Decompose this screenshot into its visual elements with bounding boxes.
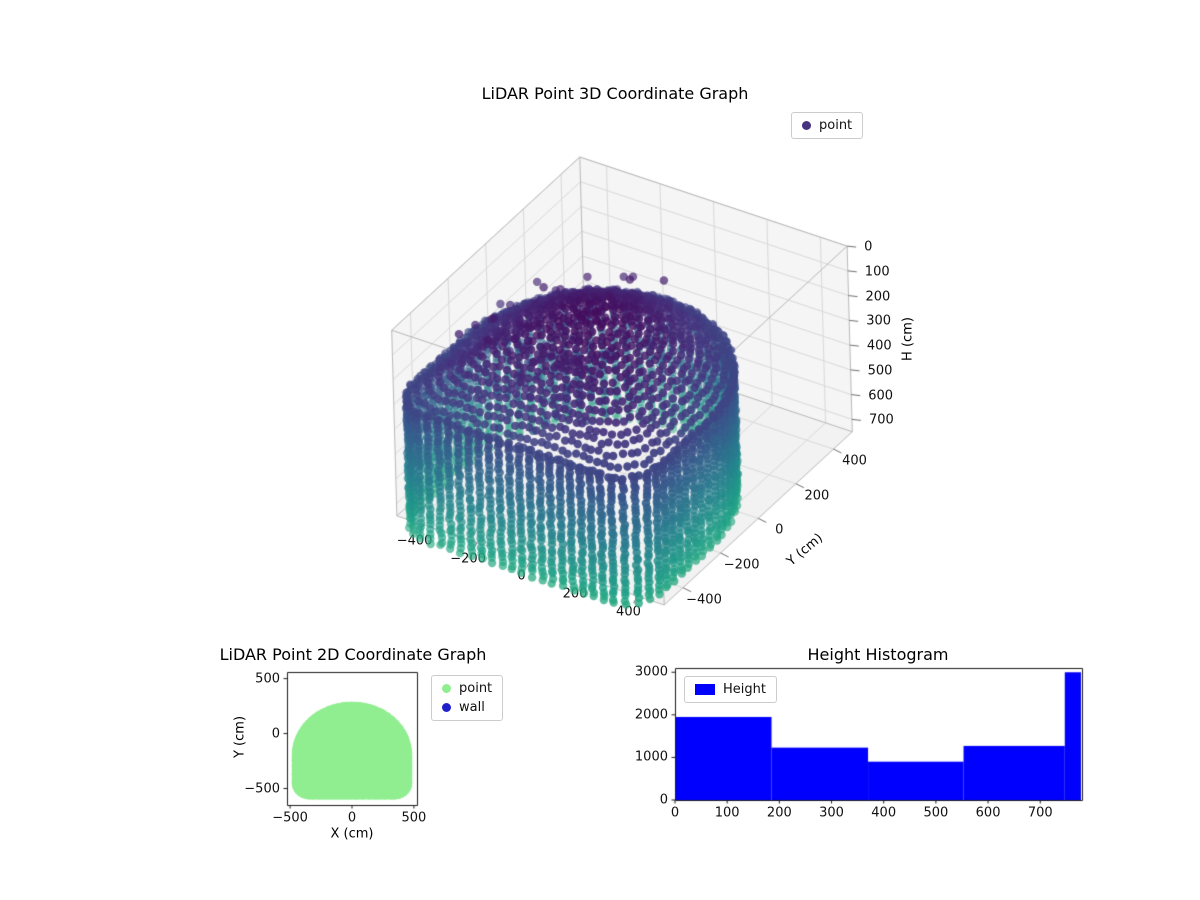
z-axis-label: H (cm) <box>900 317 916 361</box>
x-axis-label-2d: X (cm) <box>330 826 374 842</box>
legend-label-point: point <box>819 118 853 133</box>
plot3d-title: LiDAR Point 3D Coordinate Graph <box>481 84 749 103</box>
legend-label-point: point <box>459 681 493 696</box>
plot2d-title: LiDAR Point 2D Coordinate Graph <box>219 645 487 664</box>
wall-marker-icon <box>442 703 451 712</box>
plot2d-legend: point wall <box>431 675 504 721</box>
point-marker-icon <box>442 684 451 693</box>
legend-label-height: Height <box>723 682 766 697</box>
histogram-title: Height Histogram <box>807 645 949 664</box>
point-marker-icon <box>802 121 811 130</box>
legend-label-wall: wall <box>459 700 485 715</box>
legend-row-point: point <box>802 118 852 133</box>
y-axis-label-2d: Y (cm) <box>232 715 248 759</box>
legend-row-height: Height <box>695 682 766 697</box>
plot3d-legend: point <box>791 112 864 139</box>
height-swatch-icon <box>695 684 715 695</box>
legend-row-point: point <box>442 681 492 696</box>
legend-row-wall: wall <box>442 700 492 715</box>
histogram-legend: Height <box>684 676 777 703</box>
